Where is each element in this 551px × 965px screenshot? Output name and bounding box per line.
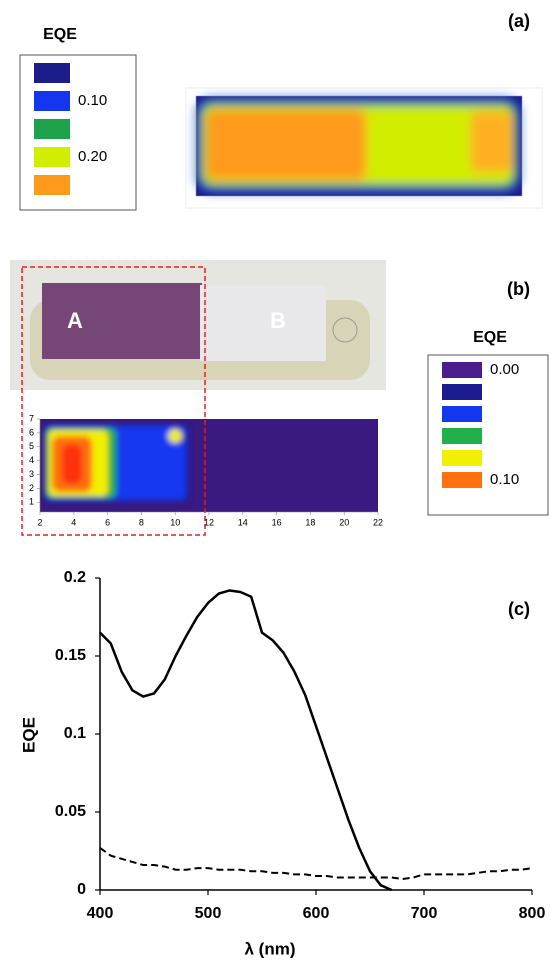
heatmap-b bbox=[40, 419, 378, 512]
y-tick-label: 0.15 bbox=[55, 647, 86, 664]
x-tick-label: 14 bbox=[238, 517, 248, 527]
x-axis-label: λ (nm) bbox=[245, 939, 296, 958]
x-tick-label: 6 bbox=[105, 517, 110, 527]
x-tick-label: 500 bbox=[195, 905, 222, 922]
x-tick-label: 22 bbox=[373, 517, 383, 527]
legend-swatch bbox=[442, 406, 482, 422]
x-tick-label: 800 bbox=[519, 905, 546, 922]
legend-swatch bbox=[442, 450, 482, 466]
panel-label: (a) bbox=[508, 11, 530, 31]
legend-label: 0.10 bbox=[490, 471, 519, 488]
region-label: B bbox=[270, 308, 286, 333]
legend-swatch bbox=[442, 384, 482, 400]
y-tick-label: 6 bbox=[29, 427, 34, 437]
legend-title: EQE bbox=[43, 26, 77, 43]
legend-label: 0.10 bbox=[78, 92, 107, 109]
x-tick-label: 700 bbox=[411, 905, 438, 922]
y-tick-label: 0 bbox=[77, 881, 86, 898]
legend-swatch bbox=[34, 63, 70, 83]
y-tick-label: 5 bbox=[29, 441, 34, 451]
panel-label: (b) bbox=[507, 279, 530, 299]
region-label: A bbox=[67, 308, 83, 333]
legend-swatch bbox=[34, 147, 70, 167]
x-tick-label: 4 bbox=[71, 517, 76, 527]
y-tick-label: 0.1 bbox=[64, 725, 86, 742]
x-tick-label: 400 bbox=[87, 905, 114, 922]
figure: (a)EQE0.100.20(b)EQE0.000.10AB2468101214… bbox=[0, 0, 551, 965]
y-tick-label: 7 bbox=[29, 413, 34, 423]
y-tick-label: 1 bbox=[29, 497, 34, 507]
legend-swatch bbox=[34, 119, 70, 139]
x-tick-label: 2 bbox=[37, 517, 42, 527]
x-tick-label: 12 bbox=[204, 517, 214, 527]
line-series bbox=[100, 590, 392, 890]
line-series bbox=[100, 848, 532, 879]
y-tick-label: 0.2 bbox=[64, 569, 86, 586]
legend-swatch bbox=[442, 428, 482, 444]
panel-label: (c) bbox=[508, 599, 530, 619]
x-tick-label: 20 bbox=[339, 517, 349, 527]
x-tick-label: 600 bbox=[303, 905, 330, 922]
y-tick-label: 0.05 bbox=[55, 803, 86, 820]
legend-title: EQE bbox=[473, 329, 507, 346]
legend-swatch bbox=[34, 175, 70, 195]
y-tick-label: 4 bbox=[29, 455, 34, 465]
y-axis-label: EQE bbox=[19, 717, 38, 753]
y-tick-label: 3 bbox=[29, 469, 34, 479]
legend-swatch bbox=[442, 362, 482, 378]
x-tick-label: 18 bbox=[305, 517, 315, 527]
x-tick-label: 16 bbox=[272, 517, 282, 527]
y-tick-label: 2 bbox=[29, 483, 34, 493]
legend-label: 0.20 bbox=[78, 148, 107, 165]
x-tick-label: 8 bbox=[139, 517, 144, 527]
x-tick-label: 10 bbox=[170, 517, 180, 527]
legend-swatch bbox=[442, 472, 482, 488]
legend-swatch bbox=[34, 91, 70, 111]
legend-label: 0.00 bbox=[490, 361, 519, 378]
heatmap-a bbox=[186, 88, 542, 208]
